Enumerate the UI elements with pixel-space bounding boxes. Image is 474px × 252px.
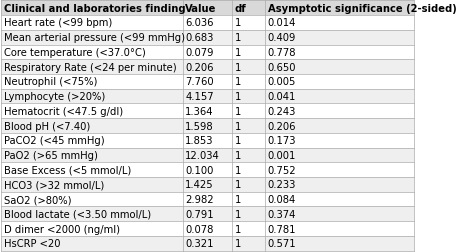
Bar: [1, 16, 414, 31]
Text: 0.752: 0.752: [268, 165, 297, 175]
Text: Lymphocyte (>20%): Lymphocyte (>20%): [4, 92, 105, 102]
Text: 1: 1: [235, 48, 241, 58]
Text: 0.014: 0.014: [268, 18, 296, 28]
Bar: [1, 45, 414, 60]
Text: HCO3 (>32 mmol/L): HCO3 (>32 mmol/L): [4, 180, 104, 190]
Text: Base Excess (<5 mmol/L): Base Excess (<5 mmol/L): [4, 165, 131, 175]
Bar: [1, 207, 414, 221]
Text: 6.036: 6.036: [185, 18, 214, 28]
Text: 4.157: 4.157: [185, 92, 214, 102]
Bar: [1, 31, 414, 45]
Text: HsCRP <20: HsCRP <20: [4, 238, 60, 248]
Bar: [1, 177, 414, 192]
Text: 0.078: 0.078: [185, 224, 214, 234]
Text: 0.683: 0.683: [185, 33, 214, 43]
Text: 1: 1: [235, 18, 241, 28]
Text: 0.079: 0.079: [185, 48, 214, 58]
Bar: [1, 89, 414, 104]
Text: 0.778: 0.778: [268, 48, 296, 58]
Text: 1: 1: [235, 121, 241, 131]
Text: 1: 1: [235, 209, 241, 219]
Text: PaCO2 (<45 mmHg): PaCO2 (<45 mmHg): [4, 136, 104, 146]
Text: Value: Value: [185, 4, 217, 14]
Text: Hematocrit (<47.5 g/dl): Hematocrit (<47.5 g/dl): [4, 106, 123, 116]
Text: 1: 1: [235, 194, 241, 204]
Text: 1: 1: [235, 136, 241, 146]
Text: Heart rate (<99 bpm): Heart rate (<99 bpm): [4, 18, 112, 28]
Text: 1.425: 1.425: [185, 180, 214, 190]
Text: 1.598: 1.598: [185, 121, 214, 131]
Text: 1: 1: [235, 238, 241, 248]
Text: 1.853: 1.853: [185, 136, 214, 146]
Text: PaO2 (>65 mmHg): PaO2 (>65 mmHg): [4, 150, 98, 160]
Text: 0.084: 0.084: [268, 194, 296, 204]
Bar: [1, 221, 414, 236]
Text: 0.206: 0.206: [185, 62, 214, 72]
Text: 1: 1: [235, 150, 241, 160]
Text: 1: 1: [235, 62, 241, 72]
Text: 0.781: 0.781: [268, 224, 296, 234]
Bar: [1, 119, 414, 133]
Text: Respiratory Rate (<24 per minute): Respiratory Rate (<24 per minute): [4, 62, 176, 72]
Text: Clinical and laboratories finding: Clinical and laboratories finding: [4, 4, 185, 14]
Text: 1: 1: [235, 106, 241, 116]
Text: D dimer <2000 (ng/ml): D dimer <2000 (ng/ml): [4, 224, 120, 234]
Text: 0.041: 0.041: [268, 92, 296, 102]
Text: 1: 1: [235, 165, 241, 175]
Text: df: df: [235, 4, 246, 14]
Text: 0.374: 0.374: [268, 209, 296, 219]
Text: 1: 1: [235, 180, 241, 190]
Bar: [1, 133, 414, 148]
Text: 2.982: 2.982: [185, 194, 214, 204]
Text: 0.791: 0.791: [185, 209, 214, 219]
Bar: [1, 75, 414, 89]
Text: 1: 1: [235, 224, 241, 234]
Text: 0.650: 0.650: [268, 62, 296, 72]
Bar: [1, 148, 414, 163]
Text: Core temperature (<37.0°C): Core temperature (<37.0°C): [4, 48, 146, 58]
Text: 7.760: 7.760: [185, 77, 214, 87]
Text: 0.233: 0.233: [268, 180, 296, 190]
Text: 0.409: 0.409: [268, 33, 296, 43]
Text: 12.034: 12.034: [185, 150, 220, 160]
Text: 0.001: 0.001: [268, 150, 296, 160]
Bar: [1, 192, 414, 207]
Text: 1: 1: [235, 92, 241, 102]
Text: Asymptotic significance (2-sided): Asymptotic significance (2-sided): [268, 4, 456, 14]
Text: 0.173: 0.173: [268, 136, 296, 146]
Bar: [1, 236, 414, 251]
Text: 0.321: 0.321: [185, 238, 214, 248]
Text: Mean arterial pressure (<99 mmHg): Mean arterial pressure (<99 mmHg): [4, 33, 185, 43]
Text: 0.243: 0.243: [268, 106, 296, 116]
Text: 0.206: 0.206: [268, 121, 296, 131]
Text: 0.100: 0.100: [185, 165, 214, 175]
Text: 1: 1: [235, 33, 241, 43]
Text: 1: 1: [235, 77, 241, 87]
Text: 0.005: 0.005: [268, 77, 296, 87]
Text: 0.571: 0.571: [268, 238, 297, 248]
Bar: [1, 163, 414, 177]
Text: SaO2 (>80%): SaO2 (>80%): [4, 194, 72, 204]
Text: Blood lactate (<3.50 mmol/L): Blood lactate (<3.50 mmol/L): [4, 209, 151, 219]
Text: Blood pH (<7.40): Blood pH (<7.40): [4, 121, 90, 131]
Bar: [1, 60, 414, 75]
Bar: [1, 1, 414, 16]
Bar: [1, 104, 414, 119]
Text: Neutrophil (<75%): Neutrophil (<75%): [4, 77, 97, 87]
Text: 1.364: 1.364: [185, 106, 214, 116]
